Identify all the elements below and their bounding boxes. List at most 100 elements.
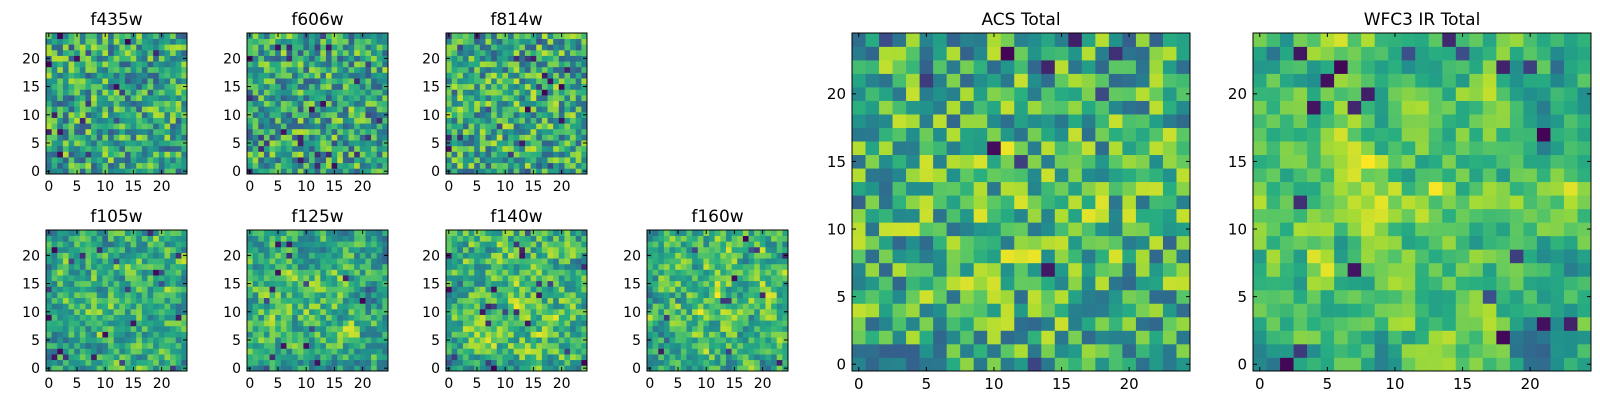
heatmap-cell <box>765 292 772 299</box>
heatmap-cell <box>354 292 361 299</box>
heatmap-cell <box>564 275 571 282</box>
heatmap-cell <box>581 78 588 85</box>
heatmap-cell <box>275 263 282 270</box>
heatmap-cell <box>158 106 165 113</box>
heatmap-cell <box>536 320 543 327</box>
heatmap-cell <box>782 235 789 242</box>
heatmap-cell <box>973 208 988 223</box>
heatmap-cell <box>164 314 171 321</box>
heatmap-cell <box>919 330 934 345</box>
heatmap-cell <box>536 269 543 276</box>
heatmap-cell <box>754 241 761 248</box>
heatmap-cell <box>536 286 543 293</box>
heatmap-cell <box>474 286 481 293</box>
heatmap-cell <box>119 168 126 175</box>
heatmap-cell <box>96 117 103 124</box>
heatmap-cell <box>119 55 126 62</box>
heatmap-cell <box>68 123 75 130</box>
heatmap-cell <box>79 252 86 259</box>
heatmap-cell <box>547 83 554 90</box>
heatmap-cell <box>508 325 515 332</box>
heatmap-cell <box>446 134 452 141</box>
heatmap-cell <box>658 280 665 287</box>
heatmap-cell <box>170 38 177 45</box>
heatmap-cell <box>468 72 475 79</box>
heatmap-cell <box>759 348 766 355</box>
heatmap-cell <box>342 308 349 315</box>
heatmap-cell <box>530 325 537 332</box>
heatmap-cell <box>57 78 64 85</box>
heatmap-cell <box>987 181 1002 196</box>
heatmap-cell <box>91 44 98 51</box>
heatmap-cell <box>530 286 537 293</box>
heatmap-cell <box>709 275 716 282</box>
heatmap-cell <box>252 297 259 304</box>
heatmap-cell <box>731 263 738 270</box>
heatmap-cell <box>337 55 344 62</box>
heatmap-cell <box>906 343 920 358</box>
heatmap-cell <box>275 145 282 152</box>
heatmap-cell <box>342 342 349 349</box>
heatmap-cell <box>771 275 778 282</box>
heatmap-cell <box>113 72 120 79</box>
heatmap-cell <box>782 297 789 304</box>
heatmap-cell <box>275 72 282 79</box>
heatmap-cell <box>158 235 165 242</box>
heatmap-cell <box>663 348 670 355</box>
heatmap-cell <box>1162 276 1177 291</box>
heatmap-cell <box>491 72 498 79</box>
heatmap-cell <box>382 106 389 113</box>
heatmap-cell <box>303 55 310 62</box>
heatmap-cell <box>658 320 665 327</box>
heatmap-cell <box>1108 276 1123 291</box>
heatmap-cell <box>558 263 565 270</box>
heatmap-cell <box>269 308 276 315</box>
heatmap-cell <box>697 252 704 259</box>
heatmap-cell <box>62 320 69 327</box>
heatmap-cell <box>348 286 355 293</box>
heatmap-cell <box>1135 208 1150 223</box>
heatmap-cell <box>292 95 299 102</box>
heatmap-cell <box>51 354 58 361</box>
heatmap-cell <box>575 100 582 107</box>
heatmap-cell <box>451 325 458 332</box>
heatmap-cell <box>686 342 693 349</box>
heatmap-cell <box>553 286 560 293</box>
heatmap-cell <box>263 106 270 113</box>
heatmap-cell <box>759 286 766 293</box>
heatmap-cell <box>658 359 665 366</box>
heatmap-cell <box>474 151 481 158</box>
heatmap-cell <box>258 286 265 293</box>
heatmap-cell <box>731 354 738 361</box>
heatmap-cell <box>647 314 653 321</box>
heatmap-cell <box>479 337 486 344</box>
heatmap-cell <box>547 359 554 366</box>
heatmap-cell <box>462 320 469 327</box>
heatmap-cell <box>124 325 131 332</box>
heatmap-cell <box>269 78 276 85</box>
heatmap-cell <box>320 286 327 293</box>
heatmap-cell <box>530 342 537 349</box>
heatmap-cell <box>252 111 259 118</box>
heatmap-cell <box>502 100 509 107</box>
heatmap-cell <box>337 168 344 175</box>
heatmap-cell <box>462 263 469 270</box>
heatmap-cell <box>170 117 177 124</box>
heatmap-cell <box>292 314 299 321</box>
heatmap-cell <box>175 354 182 361</box>
heatmap-cell <box>742 354 749 361</box>
heatmap-cell <box>325 331 332 338</box>
heatmap-cell <box>325 95 332 102</box>
heatmap-cell <box>342 331 349 338</box>
heatmap-cell <box>748 297 755 304</box>
heatmap-cell <box>491 128 498 135</box>
heatmap-cell <box>485 123 492 130</box>
heatmap-cell <box>513 241 520 248</box>
heatmap-cell <box>292 134 299 141</box>
heatmap-cell <box>153 337 160 344</box>
heatmap-cell <box>141 38 148 45</box>
heatmap-cell <box>933 330 947 345</box>
heatmap-cell <box>292 359 299 366</box>
heatmap-cell <box>451 61 458 68</box>
